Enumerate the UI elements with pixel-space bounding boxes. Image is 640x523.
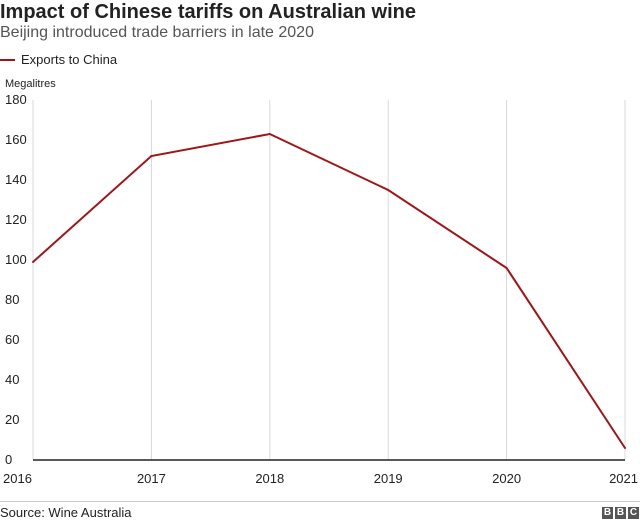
y-tick-label: 20 — [5, 412, 19, 427]
series-line-exports-to-china — [32, 132, 626, 449]
line-chart: 0 20 40 60 80 100 120 140 160 180 2016 2017 2018 2019… — [3, 92, 638, 486]
logo-letter: B — [602, 507, 613, 519]
x-tick-label: 2019 — [374, 471, 403, 486]
y-tick-label: 120 — [5, 212, 27, 227]
logo-letter: C — [628, 507, 639, 519]
x-tick-label: 2020 — [492, 471, 521, 486]
chart-subtitle: Beijing introduced trade barriers in lat… — [0, 24, 314, 41]
logo-letter: B — [615, 507, 626, 519]
data-point — [268, 133, 271, 135]
y-axis-units-label: Megalitres — [5, 78, 56, 90]
legend: Exports to China — [0, 52, 117, 67]
legend-swatch — [0, 58, 15, 61]
y-tick-label: 80 — [5, 292, 19, 307]
y-tick-label: 0 — [5, 452, 12, 467]
x-tick-label: 2016 — [3, 471, 32, 486]
y-tick-label: 180 — [5, 92, 27, 107]
x-tick-label: 2021 — [609, 471, 638, 486]
chart-title: Impact of Chinese tariffs on Australian … — [0, 1, 416, 23]
y-tick-label: 100 — [5, 252, 27, 267]
legend-label: Exports to China — [21, 52, 118, 67]
y-tick-label: 140 — [5, 172, 27, 187]
x-tick-label: 2018 — [255, 471, 284, 486]
x-tick-label: 2017 — [137, 471, 166, 486]
y-tick-label: 60 — [5, 332, 19, 347]
bbc-logo: B B C — [602, 507, 639, 519]
y-tick-label: 40 — [5, 372, 19, 387]
data-point — [32, 261, 34, 263]
data-point — [505, 267, 508, 269]
footer-divider — [0, 501, 640, 502]
data-point — [624, 447, 626, 449]
y-tick-label: 160 — [5, 132, 27, 147]
source-note: Source: Wine Australia — [0, 505, 132, 520]
data-point — [387, 189, 390, 191]
data-point — [150, 155, 153, 157]
